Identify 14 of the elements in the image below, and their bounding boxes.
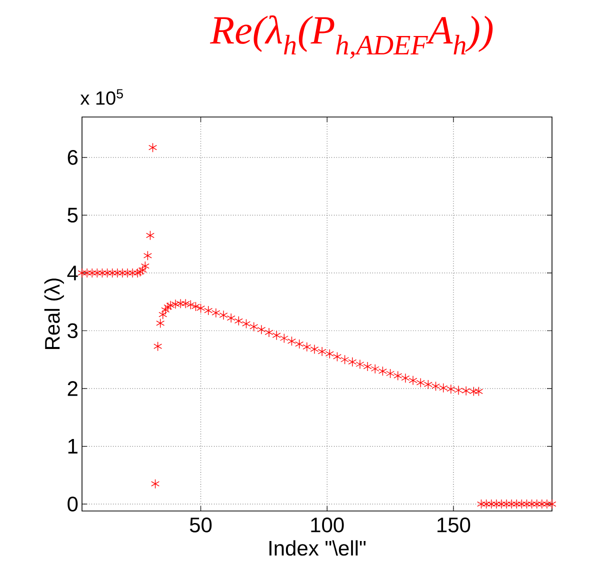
- y-tick-label: 0: [68, 496, 78, 512]
- y-tick-label: 3: [68, 323, 78, 338]
- x-tick-label: 50: [190, 518, 212, 532]
- text: x 10$^{5}$: [80, 89, 123, 105]
- y-axis-title: Real (λ): [44, 278, 64, 350]
- y-tick-label: 1: [68, 439, 78, 454]
- x-axis-title: Index "\ell": [269, 540, 366, 556]
- chart-title: Re(λ$_{h}$(P$_{h,ADEF}$A$_{h}$)): [210, 15, 493, 59]
- y-tick-label: 6: [68, 150, 78, 165]
- x-tick-label: 100: [311, 518, 344, 532]
- y-tick-label: 4: [67, 266, 78, 280]
- y-tick-label: 5: [68, 208, 78, 223]
- y-tick-label: 2: [68, 381, 78, 396]
- x-tick-label: 150: [438, 518, 470, 532]
